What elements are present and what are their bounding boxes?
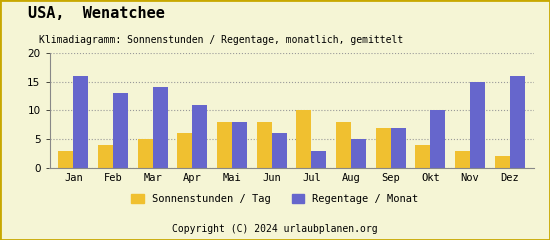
Bar	[98, 145, 113, 168]
Bar	[510, 76, 525, 168]
Bar	[455, 151, 470, 168]
Text: USA,  Wenatchee: USA, Wenatchee	[28, 6, 164, 21]
Bar	[177, 133, 192, 168]
Bar	[217, 122, 232, 168]
Bar	[351, 139, 366, 168]
Bar	[192, 105, 207, 168]
Bar	[113, 93, 128, 168]
Text: Klimadiagramm: Sonnenstunden / Regentage, monatlich, gemittelt: Klimadiagramm: Sonnenstunden / Regentage…	[39, 35, 403, 45]
Bar	[73, 76, 89, 168]
Bar	[232, 122, 247, 168]
Bar	[470, 82, 485, 168]
Bar	[272, 133, 287, 168]
Bar	[153, 87, 168, 168]
Bar	[415, 145, 430, 168]
Bar	[257, 122, 272, 168]
Bar	[390, 128, 406, 168]
Bar	[296, 110, 311, 168]
Legend: Sonnenstunden / Tag, Regentage / Monat: Sonnenstunden / Tag, Regentage / Monat	[128, 191, 422, 207]
Bar	[138, 139, 153, 168]
Text: Copyright (C) 2024 urlaubplanen.org: Copyright (C) 2024 urlaubplanen.org	[172, 224, 378, 234]
Bar	[376, 128, 390, 168]
Bar	[430, 110, 446, 168]
Bar	[311, 151, 326, 168]
Bar	[58, 151, 73, 168]
Bar	[494, 156, 510, 168]
Bar	[336, 122, 351, 168]
